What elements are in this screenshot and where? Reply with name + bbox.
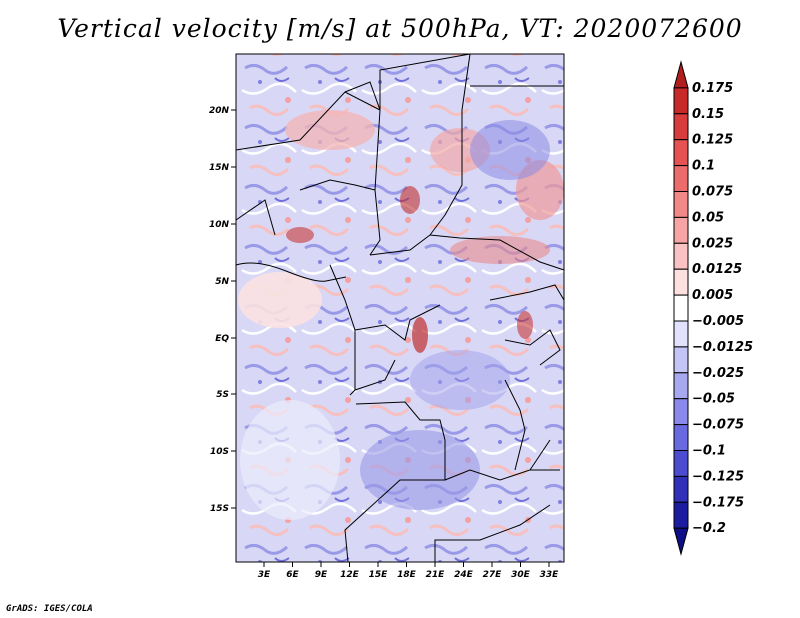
lon-tick-label: 12E [340, 570, 360, 580]
colorbar-segment [673, 450, 689, 477]
colorbar-segment [673, 398, 689, 426]
colorbar-level-label: −0.2 [692, 521, 726, 536]
lat-tick-label: 10N [209, 220, 230, 230]
longitude-axis: 3E 6E 9E 12E 15E 18E 21E 24E 27E 30E 33E [258, 562, 559, 580]
colorbar-segment [673, 60, 689, 89]
colorbar-level-label: −0.125 [692, 469, 744, 484]
colorbar-level-label: −0.175 [692, 495, 744, 510]
colorbar-level-label: −0.0125 [692, 340, 753, 355]
colorbar-segment [673, 527, 689, 557]
country-borders [235, 53, 565, 563]
colorbar-level-label: 0.025 [692, 236, 733, 251]
colorbar-level-label: 0.125 [692, 133, 733, 148]
colorbar-segment [673, 475, 689, 503]
lat-tick-label: 20N [209, 106, 230, 116]
lon-tick-label: 6E [286, 570, 299, 580]
colorbar-segment [673, 346, 689, 374]
lat-tick-label: 5S [216, 390, 229, 400]
grads-credit: GrADS: IGES/COLA [6, 604, 93, 614]
colorbar-segment [673, 191, 689, 218]
colorbar-level-label: −0.075 [692, 418, 744, 433]
colorbar-segment [673, 424, 689, 452]
colorbar-level-label: −0.05 [692, 392, 735, 407]
colorbar-segment [673, 294, 689, 322]
map-field [236, 54, 564, 562]
lon-tick-label: 3E [258, 570, 271, 580]
colorbar-segment [673, 320, 689, 348]
colorbar-level-label: −0.025 [692, 366, 744, 381]
lon-tick-label: 21E [426, 570, 446, 580]
colorbar-level-label: 0.1 [692, 159, 715, 174]
colorbar-level-label: 0.005 [692, 288, 733, 303]
colorbar-level-label: 0.175 [692, 81, 733, 96]
lon-tick-label: 30E [511, 570, 531, 580]
colorbar-segment [673, 113, 689, 141]
lon-tick-label: 33E [540, 570, 560, 580]
colorbar-level-label: 0.075 [692, 185, 733, 200]
colorbar-segment [673, 87, 689, 115]
lat-tick-label: 5N [215, 277, 229, 287]
colorbar-segment [673, 372, 689, 400]
colorbar-labels: 0.175 0.15 0.125 0.1 0.075 0.05 0.025 0.0125 0.0… [692, 81, 753, 536]
lat-tick-label: 15N [209, 163, 230, 173]
colorbar-level-label: 0.0125 [692, 262, 742, 277]
chart-title: Vertical velocity [m/s] at 500hPa, VT: 2… [57, 14, 743, 43]
colorbar-segments [673, 60, 689, 557]
map-frame [235, 53, 565, 563]
colorbar-level-label: 0.05 [692, 210, 724, 225]
colorbar-segment [673, 501, 689, 529]
colorbar-level-label: 0.15 [692, 107, 724, 122]
lat-tick-label: 15S [210, 504, 229, 514]
colorbar-level-label: −0.005 [692, 314, 744, 329]
colorbar-level-label: −0.1 [692, 444, 726, 459]
lon-tick-label: 15E [369, 570, 389, 580]
colorbar-segment [673, 242, 689, 270]
lon-tick-label: 24E [454, 570, 474, 580]
colorbar-segment [673, 268, 689, 296]
lon-tick-label: 9E [315, 570, 328, 580]
colorbar-segment [673, 216, 689, 244]
colorbar-segment [673, 139, 689, 167]
latitude-axis: 20N 15N 10N 5N EQ 5S 10S 15S [209, 106, 236, 514]
lon-tick-label: 18E [397, 570, 417, 580]
lon-tick-label: 27E [483, 570, 503, 580]
lat-tick-label: 10S [210, 447, 229, 457]
colorbar-segment [673, 165, 689, 193]
lat-tick-label: EQ [215, 334, 229, 344]
